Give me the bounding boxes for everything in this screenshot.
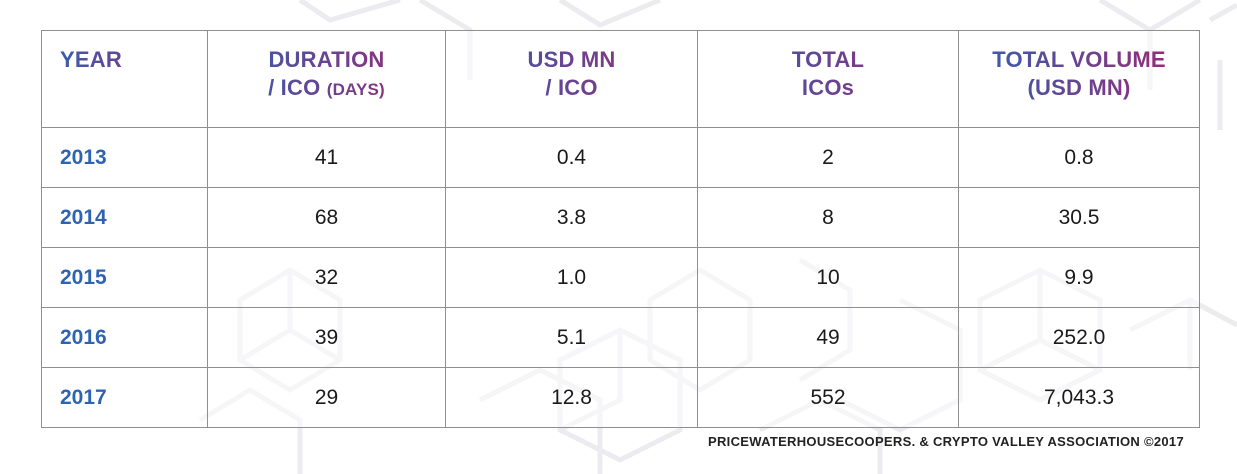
header-duration-unit: (DAYS) — [326, 80, 385, 99]
header-volume-line2: (USD MN) — [1027, 75, 1131, 100]
usd-per-ico-cell: 3.8 — [445, 187, 698, 248]
table-row: 2016 39 5.1 49 252.0 — [41, 307, 1200, 368]
header-duration-line1: DURATION — [268, 47, 385, 72]
table-row: 2014 68 3.8 8 30.5 — [41, 187, 1200, 248]
duration-cell: 68 — [207, 187, 446, 248]
year-cell: 2013 — [41, 127, 208, 188]
total-icos-cell: 10 — [697, 247, 959, 308]
header-duration: DURATION / ICO (DAYS) — [207, 30, 446, 128]
duration-cell: 29 — [207, 367, 446, 428]
table-row: 2013 41 0.4 2 0.8 — [41, 127, 1200, 188]
total-volume-cell: 30.5 — [958, 187, 1200, 248]
duration-cell: 41 — [207, 127, 446, 188]
year-cell: 2014 — [41, 187, 208, 248]
total-icos-cell: 49 — [697, 307, 959, 368]
total-volume-cell: 0.8 — [958, 127, 1200, 188]
header-duration-line2-text: / ICO — [268, 75, 321, 100]
usd-per-ico-cell: 0.4 — [445, 127, 698, 188]
year-cell: 2017 — [41, 367, 208, 428]
usd-per-ico-cell: 12.8 — [445, 367, 698, 428]
total-icos-cell: 552 — [697, 367, 959, 428]
total-volume-cell: 7,043.3 — [958, 367, 1200, 428]
table-header-row: YEAR DURATION / ICO (DAYS) USD MN / ICO … — [41, 30, 1200, 128]
table-row: 2015 32 1.0 10 9.9 — [41, 247, 1200, 308]
year-cell: 2016 — [41, 307, 208, 368]
usd-per-ico-cell: 1.0 — [445, 247, 698, 308]
duration-cell: 39 — [207, 307, 446, 368]
header-usd-line2: / ICO — [545, 75, 598, 100]
total-volume-cell: 252.0 — [958, 307, 1200, 368]
header-volume-line1: TOTAL VOLUME — [992, 47, 1166, 72]
year-cell: 2015 — [41, 247, 208, 308]
ico-statistics-table: YEAR DURATION / ICO (DAYS) USD MN / ICO … — [41, 30, 1200, 428]
header-total-line1: TOTAL — [791, 47, 865, 72]
table-row: 2017 29 12.8 552 7,043.3 — [41, 367, 1200, 428]
header-usd-per-ico: USD MN / ICO — [445, 30, 698, 128]
header-total-line2: ICOs — [801, 75, 855, 100]
header-year-label: YEAR — [60, 47, 122, 72]
header-total-volume: TOTAL VOLUME (USD MN) — [958, 30, 1200, 128]
header-year: YEAR — [41, 30, 208, 128]
total-volume-cell: 9.9 — [958, 247, 1200, 308]
usd-per-ico-cell: 5.1 — [445, 307, 698, 368]
source-credit: PRICEWATERHOUSECOOPERS. & CRYPTO VALLEY … — [708, 434, 1184, 449]
total-icos-cell: 2 — [697, 127, 959, 188]
duration-cell: 32 — [207, 247, 446, 308]
total-icos-cell: 8 — [697, 187, 959, 248]
header-total-icos: TOTAL ICOs — [697, 30, 959, 128]
header-usd-line1: USD MN — [527, 47, 616, 72]
header-duration-line2: / ICO (DAYS) — [208, 74, 445, 104]
